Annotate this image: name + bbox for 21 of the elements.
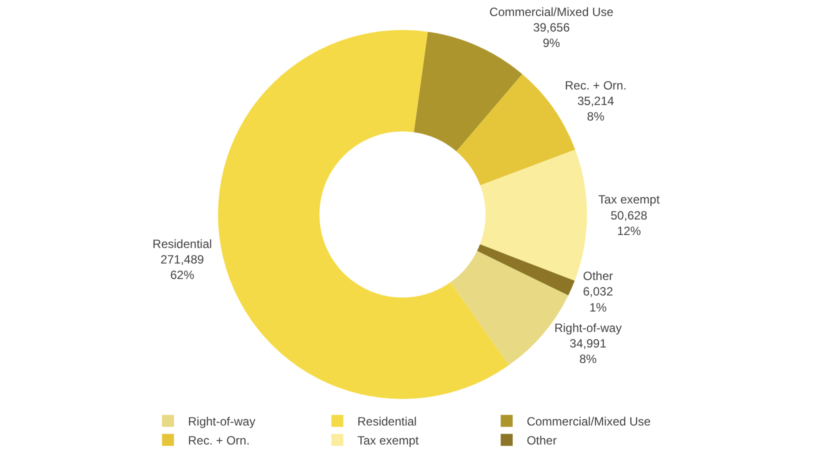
- legend-label: Right-of-way: [188, 414, 256, 429]
- data-label: 35,214 8%: [577, 94, 614, 124]
- data-label: 271,489 62%: [160, 252, 204, 282]
- legend-label: Tax exempt: [357, 434, 420, 448]
- slice-label: Rec. + Orn.: [564, 78, 627, 93]
- donut-slice: [218, 30, 509, 399]
- donut-slice: [477, 244, 575, 296]
- slice-label: Tax exempt: [598, 192, 660, 207]
- data-label: 39,656 9%: [533, 20, 570, 50]
- slice-label: Commercial/Mixed Use: [489, 4, 614, 19]
- slice-label: Right-of-way: [554, 320, 622, 335]
- data-label: 6,032 1%: [582, 284, 614, 314]
- legend-label: Residential: [357, 414, 417, 429]
- slice-label: Other: [582, 269, 613, 284]
- legend-label: Rec. + Orn.: [188, 434, 250, 448]
- data-label: 34,991 8%: [570, 336, 607, 366]
- slice-label: Residential: [152, 236, 212, 251]
- legend-label: Commercial/Mixed Use: [526, 414, 652, 429]
- legend-label: Other: [526, 434, 557, 448]
- data-label: 50,628 12%: [610, 208, 648, 238]
- donut-slice: [414, 32, 522, 152]
